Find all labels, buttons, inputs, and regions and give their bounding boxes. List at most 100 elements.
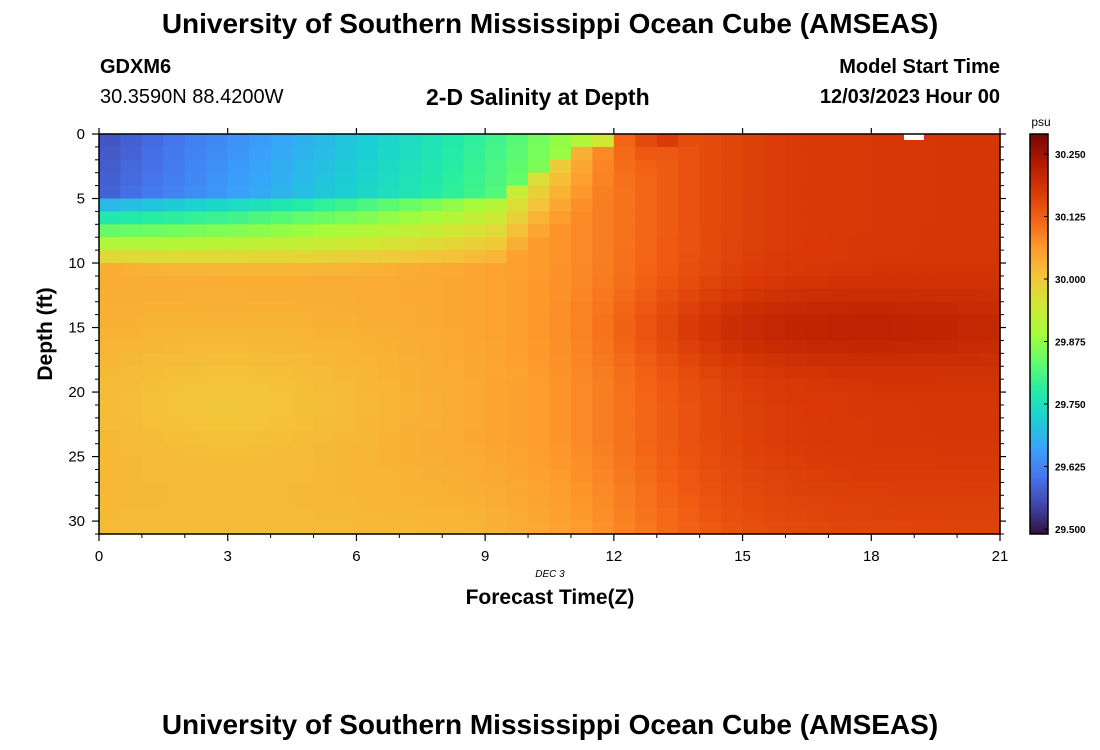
heatmap-cell <box>549 288 572 303</box>
heatmap-cell <box>292 146 315 161</box>
heatmap-cell <box>313 314 336 329</box>
heatmap-cell <box>99 172 122 187</box>
heatmap-cell <box>270 275 293 290</box>
heatmap-cell <box>914 404 937 419</box>
heatmap-cell <box>420 288 443 303</box>
heatmap-cell <box>978 301 1001 316</box>
heatmap-cell <box>892 353 915 367</box>
heatmap-cell <box>785 198 808 213</box>
heatmap-cell <box>528 314 551 329</box>
heatmap-cell <box>742 379 765 393</box>
heatmap-cell <box>828 314 851 329</box>
heatmap-cell <box>592 275 615 290</box>
heatmap-cell <box>828 275 851 290</box>
heatmap-cell <box>463 134 486 148</box>
heatmap-cell <box>699 521 722 535</box>
heatmap-cell <box>764 288 787 303</box>
heatmap-cell <box>549 185 572 200</box>
heatmap-cell <box>742 327 765 342</box>
heatmap-cell <box>99 314 122 329</box>
heatmap-cell <box>141 146 164 161</box>
heatmap-cell <box>849 340 872 354</box>
heatmap-cell <box>442 146 465 161</box>
heatmap-cell <box>227 198 250 213</box>
heatmap-cell <box>656 456 679 471</box>
heatmap-cell <box>914 379 937 393</box>
heatmap-cell <box>592 392 615 406</box>
heatmap-cell <box>420 314 443 329</box>
heatmap-cell <box>356 314 379 329</box>
heatmap-cell <box>656 340 679 354</box>
heatmap-cell <box>785 327 808 342</box>
heatmap-cell <box>292 134 315 148</box>
heatmap-cell <box>420 404 443 419</box>
heatmap-cell <box>871 508 894 522</box>
heatmap-cell <box>356 417 379 432</box>
heatmap-cell <box>334 250 358 264</box>
heatmap-cell <box>613 224 636 238</box>
heatmap-cell <box>742 404 765 419</box>
heatmap-cell <box>99 327 122 342</box>
heatmap-cell <box>313 366 336 380</box>
heatmap-cell <box>635 146 658 161</box>
heatmap-cell <box>699 430 722 445</box>
heatmap-cell <box>141 263 164 277</box>
heatmap-cell <box>914 430 937 445</box>
heatmap-cell <box>592 134 615 148</box>
heatmap-cell <box>678 134 701 148</box>
heatmap-cell <box>828 495 851 509</box>
heatmap-cell <box>656 250 679 264</box>
heatmap-cell <box>699 172 722 187</box>
heatmap-cell <box>613 288 636 303</box>
heatmap-cell <box>764 237 787 251</box>
heatmap-cell <box>334 495 358 509</box>
heatmap-cell <box>120 340 143 354</box>
heatmap-cell <box>99 456 122 471</box>
heatmap-cell <box>871 185 894 200</box>
heatmap-cell <box>592 443 615 458</box>
heatmap-cell <box>141 482 164 496</box>
heatmap-cell <box>549 340 572 354</box>
heatmap-cell <box>334 314 358 329</box>
heatmap-cell <box>721 430 744 445</box>
heatmap-cell <box>442 275 465 290</box>
heatmap-cell <box>635 263 658 277</box>
heatmap-cell <box>313 263 336 277</box>
heatmap-cell <box>163 404 186 419</box>
heatmap-cell <box>935 301 958 316</box>
heatmap-cell <box>270 379 293 393</box>
heatmap-cell <box>721 301 744 316</box>
heatmap-cell <box>356 263 379 277</box>
heatmap-cell <box>120 159 143 174</box>
heatmap-cell <box>871 327 894 342</box>
heatmap-cell <box>785 353 808 367</box>
heatmap-cell <box>656 521 679 535</box>
heatmap-cell <box>528 495 551 509</box>
heatmap-cell <box>377 353 400 367</box>
heatmap-cell <box>399 443 422 458</box>
heatmap-cell <box>420 146 443 161</box>
heatmap-cell <box>871 198 894 213</box>
heatmap-cell <box>99 495 122 509</box>
heatmap-cell <box>99 224 122 238</box>
axes: 0 3 6 9 12 15 18 21 0 5 10 15 20 25 30 <box>68 126 1008 565</box>
heatmap-cell <box>463 159 486 174</box>
heatmap-cell <box>420 275 443 290</box>
heatmap-cell <box>506 469 529 483</box>
heatmap-cell <box>828 340 851 354</box>
heatmap-cell <box>99 159 122 174</box>
heatmap-cell <box>892 469 915 483</box>
heatmap-cell <box>163 263 186 277</box>
heatmap-cell <box>699 198 722 213</box>
heatmap-cell <box>721 237 744 251</box>
heatmap-cell <box>678 159 701 174</box>
heatmap-cell <box>506 456 529 471</box>
heatmap-cell <box>249 263 272 277</box>
heatmap-cell <box>592 185 615 200</box>
heatmap-cell <box>141 495 164 509</box>
heatmap-cell <box>935 275 958 290</box>
heatmap-cell <box>506 288 529 303</box>
heatmap-cell <box>485 159 508 174</box>
heatmap-cell <box>613 366 636 380</box>
heatmap-cell <box>506 146 529 161</box>
